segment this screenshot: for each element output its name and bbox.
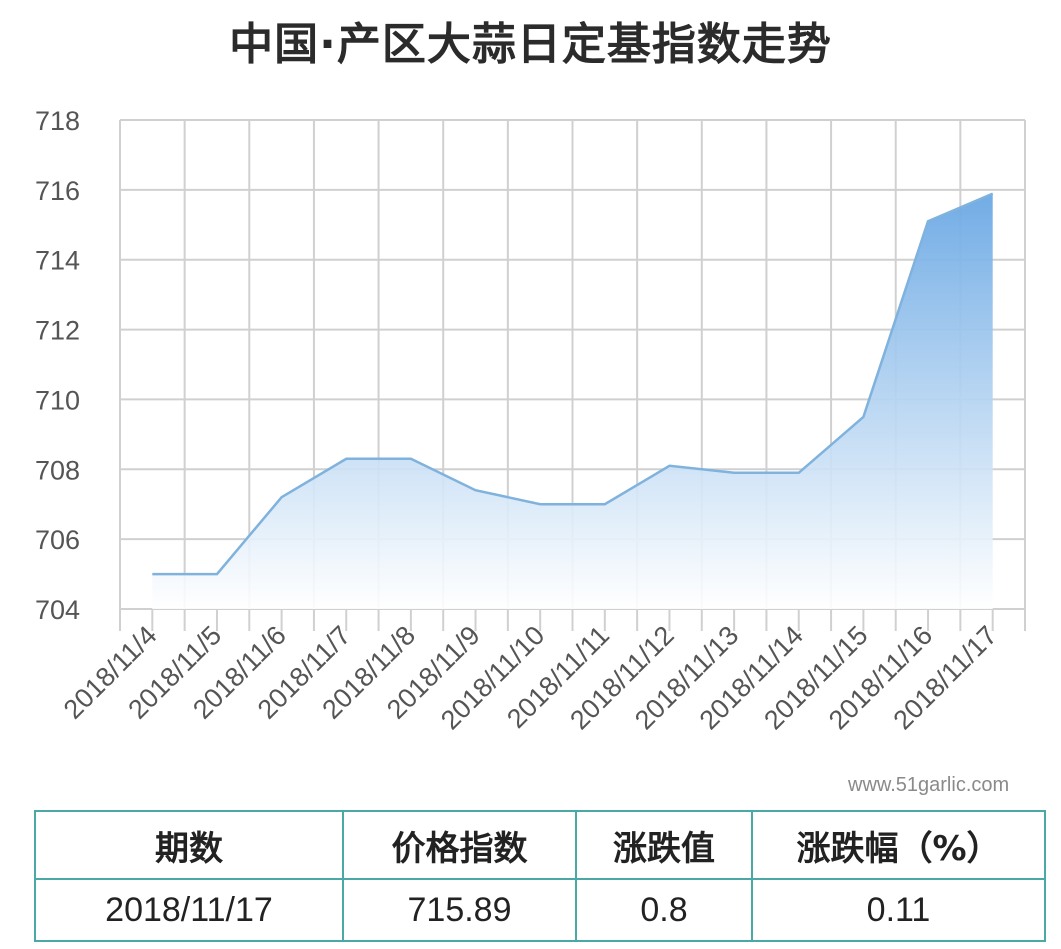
- series-area: [152, 192, 994, 609]
- series-line: [152, 192, 994, 576]
- cell-change-percent: 0.11: [751, 878, 1046, 942]
- header-period: 期数: [34, 810, 344, 880]
- y-tick-label: 708: [35, 455, 80, 485]
- y-axis: 704 706 708 710 712 714 716 718: [35, 106, 80, 625]
- y-tick-label: 706: [35, 525, 80, 555]
- x-axis: 2018/11/42018/11/52018/11/62018/11/72018…: [58, 620, 1003, 735]
- table-row: 2018/11/17 715.89 0.8 0.11: [34, 878, 1046, 942]
- summary-table: 期数 价格指数 涨跌值 涨跌幅（%） 2018/11/17 715.89 0.8…: [34, 810, 1046, 942]
- y-tick-label: 716: [35, 176, 80, 206]
- chart-title: 中国·产区大蒜日定基指数走势: [229, 19, 832, 70]
- table-header-row: 期数 价格指数 涨跌值 涨跌幅（%）: [34, 810, 1046, 880]
- y-tick-label: 710: [35, 385, 80, 415]
- watermark: www.51garlic.com: [848, 774, 1010, 796]
- header-price-index: 价格指数: [342, 810, 577, 880]
- series-area-fill: [152, 193, 993, 609]
- y-tick-label: 714: [35, 246, 80, 276]
- cell-price-index: 715.89: [342, 878, 577, 942]
- header-change-value: 涨跌值: [575, 810, 753, 880]
- cell-period: 2018/11/17: [34, 878, 344, 942]
- chart-area: 704 706 708 710 712 714 716 718 2018/11/42018/1…: [35, 106, 1026, 735]
- header-change-percent: 涨跌幅（%）: [751, 810, 1046, 880]
- cell-change-value: 0.8: [575, 878, 753, 942]
- y-tick-label: 704: [35, 595, 80, 625]
- y-tick-label: 718: [35, 106, 80, 136]
- y-tick-label: 712: [35, 316, 80, 346]
